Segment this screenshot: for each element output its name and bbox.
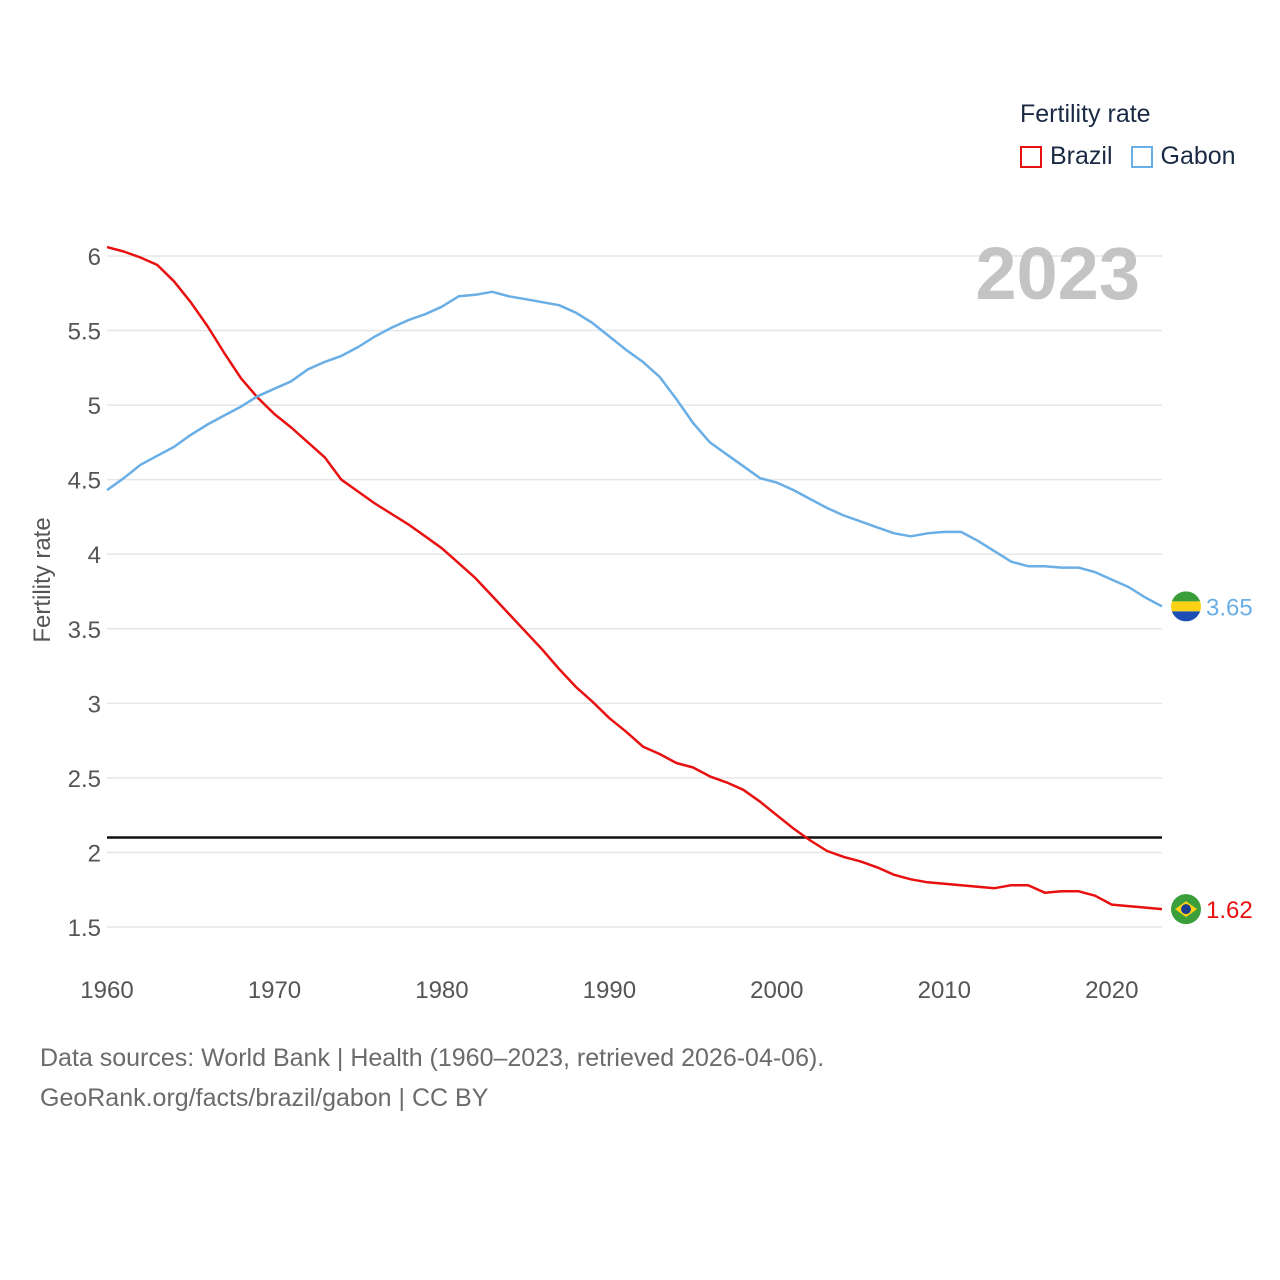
- gridlines: [107, 255, 1162, 928]
- x-tick-label: 2000: [750, 977, 803, 1004]
- series-line-brazil: [106, 245, 1163, 911]
- legend-title: Fertility rate: [1020, 100, 1151, 128]
- y-tick-label: 1.5: [68, 915, 101, 942]
- y-tick-label: 5.5: [68, 319, 101, 346]
- legend-label-gabon: Gabon: [1160, 142, 1236, 170]
- y-tick-label: 2: [88, 840, 101, 867]
- legend-swatch-gabon: [1130, 145, 1153, 168]
- gabon-flag-icon: [1171, 591, 1201, 622]
- legend-item-gabon[interactable]: Gabon: [1130, 142, 1236, 171]
- x-tick-label: 1990: [583, 977, 636, 1004]
- y-tick-label: 5: [88, 393, 101, 420]
- y-tick-label: 3.5: [68, 617, 101, 644]
- x-tick-label: 2010: [918, 977, 971, 1004]
- x-tick-label: 2020: [1085, 977, 1138, 1004]
- end-value-label-gabon: 3.65: [1206, 594, 1253, 621]
- legend-swatch-brazil: [1020, 145, 1042, 168]
- x-axis-ticks: 1960 1970 1980 1990 2000 2010 2020: [80, 977, 1138, 1004]
- y-tick-label: 6: [88, 244, 101, 271]
- legend-item-brazil[interactable]: Brazil: [1020, 142, 1113, 171]
- x-tick-label: 1970: [248, 977, 301, 1004]
- y-tick-label: 3: [88, 691, 101, 718]
- legend: Brazil Gabon: [1020, 142, 1254, 171]
- y-tick-label: 2.5: [68, 766, 101, 793]
- footer-credit[interactable]: GeoRank.org/facts/brazil/gabon | CC BY: [40, 1084, 489, 1112]
- end-value-label-brazil: 1.62: [1206, 897, 1253, 924]
- x-tick-label: 1980: [415, 977, 468, 1004]
- legend-label-brazil: Brazil: [1050, 142, 1113, 170]
- end-marker-brazil: 1.62: [1171, 894, 1253, 925]
- year-watermark: 2023: [975, 232, 1140, 315]
- y-tick-label: 4: [88, 542, 101, 569]
- series-line-gabon: [106, 290, 1163, 608]
- brazil-flag-icon: [1171, 894, 1201, 925]
- y-axis-label: Fertility rate: [29, 517, 56, 642]
- footer-sources: Data sources: World Bank | Health (1960–…: [40, 1044, 825, 1072]
- y-axis-ticks: 1.5 2 2.5 3 3.5 4 4.5 5 5.5 6: [68, 244, 101, 942]
- y-tick-label: 4.5: [68, 468, 101, 495]
- x-tick-label: 1960: [80, 977, 133, 1004]
- end-marker-gabon: 3.65: [1171, 591, 1253, 622]
